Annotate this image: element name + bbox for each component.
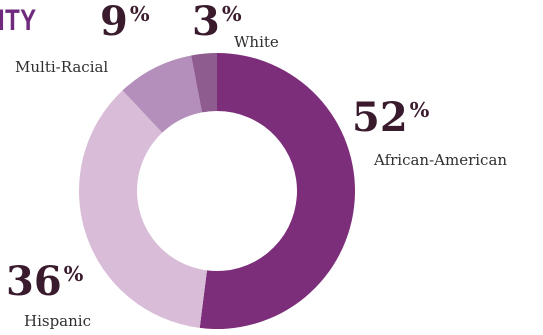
slice-african-american xyxy=(199,53,355,329)
donut-slices xyxy=(78,53,355,329)
slice-label-multi-racial: Multi-Racial xyxy=(15,58,109,76)
slice-white xyxy=(191,53,217,113)
slice-label-hispanic: Hispanic xyxy=(24,312,91,330)
pct-label-african-american: 52% xyxy=(352,94,430,141)
slice-multi-racial xyxy=(122,55,203,133)
chart-title-fragment: ITY xyxy=(0,4,37,37)
slice-label-african-american: African-American xyxy=(374,151,508,169)
pct-label-hispanic: 36% xyxy=(6,258,84,305)
slice-label-white: White xyxy=(234,33,279,51)
inner-ring xyxy=(142,116,292,266)
pct-label-white: 3% xyxy=(192,0,242,45)
pct-label-multi-racial: 9% xyxy=(100,0,150,45)
slice-hispanic xyxy=(78,90,207,328)
